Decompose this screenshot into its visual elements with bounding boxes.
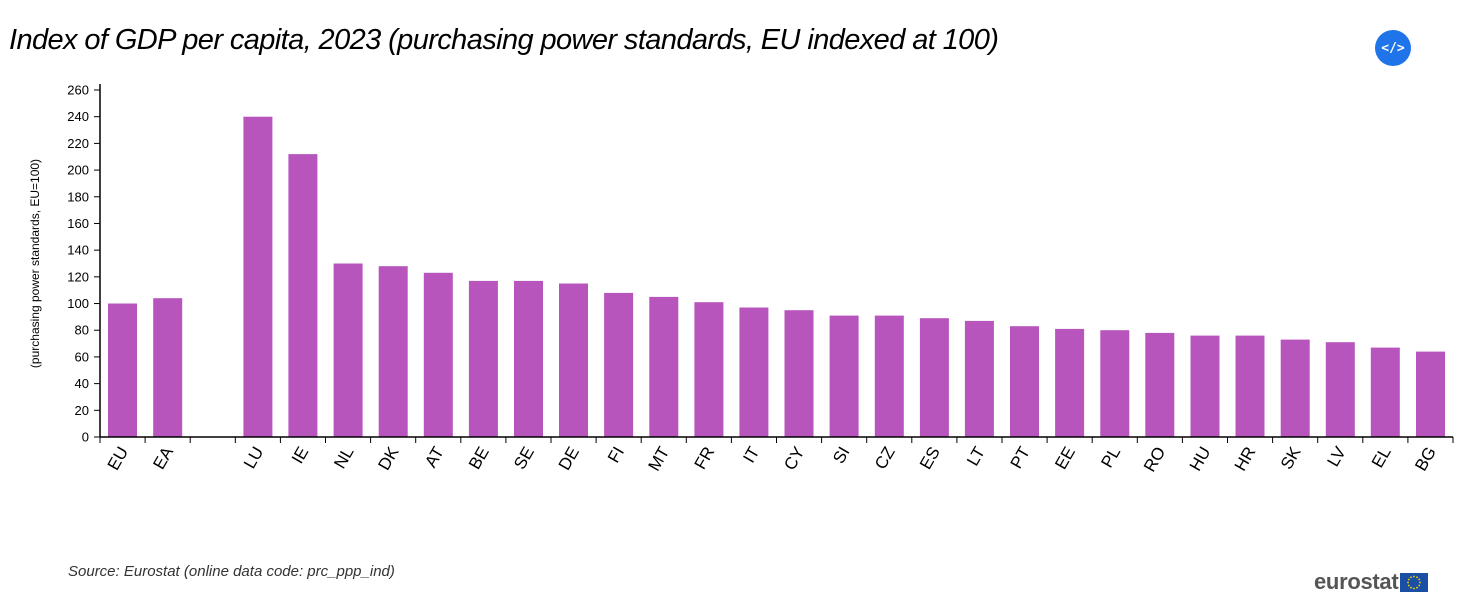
x-tick-label: HU <box>1186 444 1215 475</box>
y-tick-label: 140 <box>67 243 89 258</box>
y-tick-label: 220 <box>67 136 89 151</box>
x-tick-label: IT <box>739 444 763 467</box>
x-tick-label: ES <box>916 444 944 473</box>
x-tick-label: EU <box>104 444 132 474</box>
bar-sk <box>1280 339 1310 437</box>
x-tick-label: EE <box>1051 444 1079 473</box>
bar-hr <box>1235 335 1265 437</box>
bar-cz <box>874 315 904 437</box>
bar-ea <box>153 298 183 437</box>
bar-hu <box>1190 335 1220 437</box>
x-tick-label: HR <box>1231 444 1260 475</box>
x-tick-label: NL <box>330 444 357 472</box>
x-tick-label: EA <box>149 443 177 473</box>
eurostat-logo-text: eurostat <box>1314 569 1399 594</box>
y-tick-label: 180 <box>67 189 89 204</box>
eurostat-logo[interactable]: eurostat <box>1314 569 1429 595</box>
bar-ee <box>1055 328 1085 437</box>
y-axis-title: (purchasing power standards, EU=100) <box>28 159 42 368</box>
x-tick-label: SE <box>510 444 538 473</box>
x-tick-label: CZ <box>871 444 899 473</box>
bar-it <box>739 307 769 437</box>
bar-at <box>423 272 453 437</box>
bar-si <box>829 315 859 437</box>
x-tick-label: RO <box>1140 444 1169 476</box>
x-tick-label: LU <box>240 444 267 472</box>
x-tick-label: FR <box>691 444 719 473</box>
y-tick-label: 120 <box>67 269 89 284</box>
x-tick-label: BG <box>1411 444 1440 475</box>
bar-mt <box>649 296 679 437</box>
bar-chart: 0 20 40 60 80 100 120 140 160 180 200 220 240 260 (pur… <box>28 83 1454 476</box>
source-note: Source: Eurostat (online data code: prc_… <box>68 563 395 580</box>
y-tick-label: 260 <box>67 83 89 98</box>
x-tick-label: DK <box>374 443 403 474</box>
bar-de <box>559 283 588 437</box>
y-tick-label: 240 <box>67 109 89 124</box>
bar-bg <box>1416 351 1445 437</box>
x-tick-label: PT <box>1007 444 1034 472</box>
chart-title: Index of GDP per capita, 2023 (purchasin… <box>9 24 999 56</box>
y-tick-label: 80 <box>75 323 89 338</box>
x-tick-label: BE <box>465 444 493 473</box>
y-tick-label: 100 <box>67 296 89 311</box>
x-tick-label: PL <box>1097 444 1124 472</box>
x-tick-label: AT <box>421 444 448 471</box>
x-tick-label: SK <box>1277 443 1305 473</box>
y-tick-label: 160 <box>67 216 89 231</box>
bar-se <box>514 280 543 437</box>
y-tick-label: 0 <box>82 430 89 445</box>
y-tick-label: 200 <box>67 163 89 178</box>
y-tick-label: 40 <box>75 376 89 391</box>
bar-nl <box>333 263 363 437</box>
bar-ie <box>288 154 318 437</box>
bar-ro <box>1145 332 1175 437</box>
x-tick-label: IE <box>288 444 312 467</box>
bar-eu <box>108 303 137 437</box>
y-tick-label: 60 <box>75 349 89 364</box>
bar-lt <box>964 320 994 437</box>
bar-lv <box>1325 342 1355 437</box>
x-tick-label: LT <box>963 444 989 470</box>
bar-pt <box>1010 326 1039 437</box>
x-tick-label: SI <box>829 444 853 467</box>
x-tick-label: EL <box>1368 444 1395 472</box>
bar-fr <box>694 302 724 437</box>
bar-el <box>1370 347 1400 437</box>
x-tick-label: FI <box>604 444 628 467</box>
bar-be <box>468 280 498 437</box>
bar-pl <box>1100 330 1130 437</box>
code-icon: </> <box>1381 40 1405 56</box>
x-tick-label: LV <box>1324 443 1351 470</box>
y-tick-label: 20 <box>75 403 89 418</box>
bar-lu <box>243 116 273 437</box>
bar-fi <box>604 292 634 437</box>
bar-cy <box>784 310 814 437</box>
bar-es <box>919 318 949 437</box>
embed-code-button[interactable]: </> <box>1375 30 1411 66</box>
eu-flag-icon <box>1400 572 1429 592</box>
bar-dk <box>378 266 408 437</box>
x-tick-label: MT <box>645 444 674 475</box>
x-tick-label: DE <box>555 444 583 474</box>
x-tick-label: CY <box>780 444 808 474</box>
